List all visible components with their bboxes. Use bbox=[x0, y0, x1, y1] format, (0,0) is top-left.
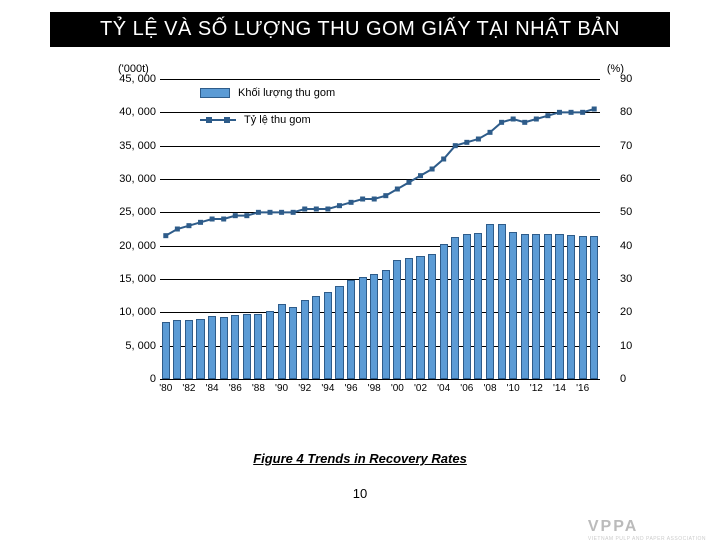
line-marker bbox=[210, 217, 215, 222]
x-tick: '80 bbox=[159, 383, 172, 394]
line-marker bbox=[395, 187, 400, 192]
legend-label-bar: Khối lượng thu gom bbox=[238, 87, 335, 99]
line-marker bbox=[302, 207, 307, 212]
y-tick-left: 10, 000 bbox=[98, 306, 156, 318]
y-tick-left: 20, 000 bbox=[98, 240, 156, 252]
line-marker bbox=[406, 180, 411, 185]
x-tick: '04 bbox=[437, 383, 450, 394]
x-tick: '82 bbox=[182, 383, 195, 394]
y-tick-right: 40 bbox=[620, 240, 648, 252]
line-marker bbox=[198, 220, 203, 225]
line-marker bbox=[476, 137, 481, 142]
chart-container: ('000t) (%) Khối lượng thu gom Tỷ lệ thu… bbox=[80, 65, 640, 425]
line-marker bbox=[430, 167, 435, 172]
line-marker bbox=[418, 173, 423, 178]
line-marker bbox=[557, 110, 562, 115]
line-marker bbox=[233, 213, 238, 218]
y-tick-right: 20 bbox=[620, 306, 648, 318]
grid-line bbox=[160, 379, 600, 380]
logo-text: VPPA bbox=[588, 518, 638, 535]
line-marker bbox=[349, 200, 354, 205]
legend-item-bar: Khối lượng thu gom bbox=[200, 87, 335, 99]
line-marker bbox=[175, 227, 180, 232]
x-tick: '12 bbox=[530, 383, 543, 394]
x-tick: '10 bbox=[507, 383, 520, 394]
line-marker bbox=[569, 110, 574, 115]
line-marker bbox=[372, 197, 377, 202]
x-tick: '90 bbox=[275, 383, 288, 394]
x-tick: '02 bbox=[414, 383, 427, 394]
y-tick-left: 25, 000 bbox=[98, 206, 156, 218]
line-marker bbox=[488, 130, 493, 135]
brand-logo: VPPA VIETNAM PULP AND PAPER ASSOCIATION bbox=[588, 518, 706, 542]
x-tick: '08 bbox=[483, 383, 496, 394]
line-marker bbox=[580, 110, 585, 115]
x-tick: '96 bbox=[345, 383, 358, 394]
line-marker bbox=[441, 157, 446, 162]
legend-swatch-line bbox=[200, 113, 236, 127]
x-tick: '94 bbox=[321, 383, 334, 394]
line-marker bbox=[244, 213, 249, 218]
legend-label-line: Tỷ lệ thu gom bbox=[244, 114, 311, 126]
y-tick-left: 30, 000 bbox=[98, 173, 156, 185]
line-marker bbox=[279, 210, 284, 215]
line-marker bbox=[337, 203, 342, 208]
y-tick-right: 90 bbox=[620, 73, 648, 85]
line-marker bbox=[522, 120, 527, 125]
y-tick-right: 0 bbox=[620, 373, 648, 385]
line-marker bbox=[592, 107, 597, 112]
y-tick-left: 35, 000 bbox=[98, 140, 156, 152]
page-title: TỶ LỆ VÀ SỐ LƯỢNG THU GOM GIẤY TẠI NHẬT … bbox=[100, 18, 620, 40]
y-tick-left: 5, 000 bbox=[98, 340, 156, 352]
x-tick: '84 bbox=[206, 383, 219, 394]
y-tick-right: 10 bbox=[620, 340, 648, 352]
x-tick: '14 bbox=[553, 383, 566, 394]
y-tick-right: 50 bbox=[620, 206, 648, 218]
y-tick-left: 40, 000 bbox=[98, 106, 156, 118]
legend-item-line: Tỷ lệ thu gom bbox=[200, 113, 335, 127]
line-marker bbox=[325, 207, 330, 212]
y-tick-left: 45, 000 bbox=[98, 73, 156, 85]
line-marker bbox=[360, 197, 365, 202]
line-marker bbox=[464, 140, 469, 145]
legend-swatch-bar bbox=[200, 88, 230, 98]
line-marker bbox=[511, 117, 516, 122]
page-number: 10 bbox=[0, 486, 720, 501]
line-marker bbox=[163, 233, 168, 238]
y-tick-right: 70 bbox=[620, 140, 648, 152]
trend-line bbox=[166, 109, 594, 236]
x-tick: '88 bbox=[252, 383, 265, 394]
line-marker bbox=[186, 223, 191, 228]
x-tick: '06 bbox=[460, 383, 473, 394]
figure-caption: Figure 4 Trends in Recovery Rates bbox=[0, 451, 720, 466]
x-tick: '86 bbox=[229, 383, 242, 394]
y-tick-right: 80 bbox=[620, 106, 648, 118]
page-title-bar: TỶ LỆ VÀ SỐ LƯỢNG THU GOM GIẤY TẠI NHẬT … bbox=[50, 12, 670, 47]
y-tick-right: 30 bbox=[620, 273, 648, 285]
line-marker bbox=[314, 207, 319, 212]
line-marker bbox=[268, 210, 273, 215]
x-tick: '16 bbox=[576, 383, 589, 394]
y-tick-left: 15, 000 bbox=[98, 273, 156, 285]
x-tick: '98 bbox=[368, 383, 381, 394]
line-marker bbox=[545, 113, 550, 118]
line-marker bbox=[453, 143, 458, 148]
chart-legend: Khối lượng thu gom Tỷ lệ thu gom bbox=[200, 87, 335, 127]
x-axis-labels: '80 '82 '84 '86 '88 '90 '92 '94 '96 '98 '00 '02 '04 '… bbox=[160, 383, 600, 401]
logo-subtext: VIETNAM PULP AND PAPER ASSOCIATION bbox=[588, 536, 706, 542]
line-marker bbox=[221, 217, 226, 222]
x-tick: '00 bbox=[391, 383, 404, 394]
y-tick-left: 0 bbox=[98, 373, 156, 385]
line-marker bbox=[256, 210, 261, 215]
line-marker bbox=[291, 210, 296, 215]
line-marker bbox=[534, 117, 539, 122]
x-tick: '92 bbox=[298, 383, 311, 394]
y-tick-right: 60 bbox=[620, 173, 648, 185]
line-marker bbox=[383, 193, 388, 198]
line-marker bbox=[499, 120, 504, 125]
